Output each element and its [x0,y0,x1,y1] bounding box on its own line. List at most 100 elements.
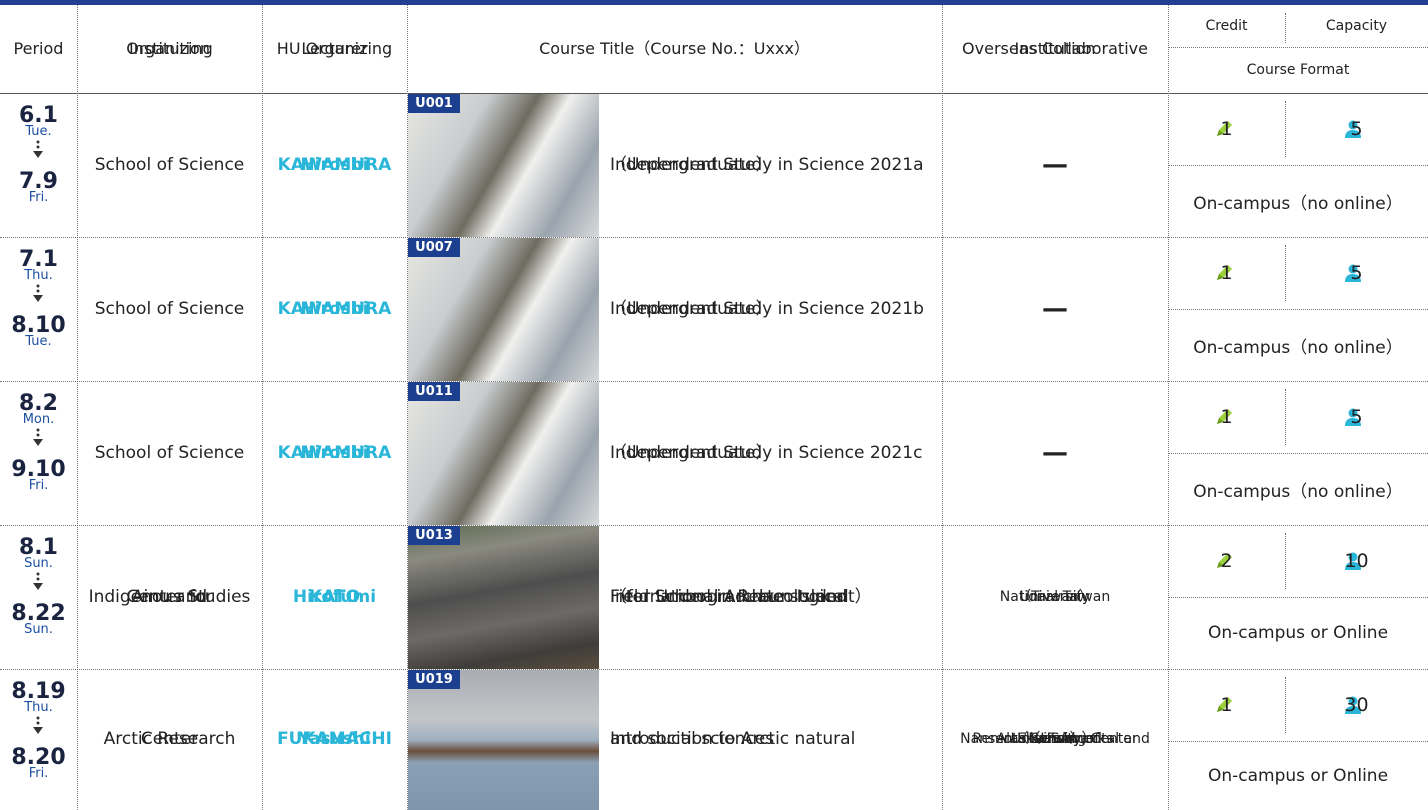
overseas-institution: National Taiwan University （Taiwan） [942,525,1168,669]
arrow-icon [33,716,43,734]
person-icon [1344,120,1361,138]
divider [1168,165,1428,166]
credit-value: 1 [1220,262,1233,284]
divider [1168,47,1428,48]
divider [1285,101,1286,157]
course-no: U007 [408,238,460,257]
divider [1168,453,1428,454]
arrow-icon [33,428,43,446]
course-title-line: International Archaeological [610,586,849,607]
divider [1168,597,1428,598]
course-no: U011 [408,382,460,401]
overseas-institution-line: — [1042,438,1068,468]
header-lecturer-line: Lecturer [301,39,368,58]
pencil-icon [1216,121,1232,136]
capacity: 10 [1285,525,1428,597]
column-divider [77,5,78,810]
overseas-institution-line: Alaska Fairbanks [996,731,1114,747]
arrow-icon [33,140,43,158]
start-day: Thu. [24,699,53,715]
arrow [32,140,44,160]
capacity-value: 30 [1344,694,1369,716]
course-photo [408,670,599,810]
overseas-institution-line: （Taiwan） [1017,588,1093,605]
course-title-line: （Undergraduate） [610,442,773,463]
credit: 2 [1168,525,1285,597]
start-day: Mon. [22,411,55,427]
pencil-icon [1216,697,1232,712]
header-institution: Organizing Institution [77,5,262,93]
lecturer-line: KAWAMURA [277,154,392,175]
credit: 1 [1168,669,1285,741]
lecturer-line: KAWAMURA [277,442,392,463]
column-divider [1168,5,1169,810]
header-overseas: Overseas Collaborative Institution [942,5,1168,93]
person-icon [1344,264,1361,282]
arrow-icon [33,284,43,302]
course-title-line: Field School in Rebun Island [610,586,848,607]
header-overseas-line: Overseas Collaborative [962,39,1148,58]
lecturer-line: Hiroshi [300,442,369,463]
institution-line: Arctic Research [103,729,236,749]
divider [1285,677,1286,733]
start-day: Sun. [24,555,53,571]
course-photo [408,526,599,669]
divider [1168,309,1428,310]
course-no: U019 [408,670,460,689]
end-date: 9.10 [11,456,66,482]
institution-line: Indigenous Studies [88,586,251,607]
divider [1285,13,1286,43]
header-period: Period [13,39,64,58]
overseas-institution-line: （USA） [1026,731,1084,747]
header-format: Course Format [1246,62,1350,78]
institution-line: School of Science [94,442,245,463]
capacity-value: 5 [1350,262,1363,284]
overseas-institution-line: （Norway） [1014,731,1096,747]
pencil-icon [1216,553,1232,568]
institution-line: Center for [126,586,213,607]
course-photo [408,382,599,525]
header-institution-line: Institution [129,39,210,58]
top-bar [0,0,1428,5]
credit-value: 1 [1220,406,1233,428]
institution-line: Ainu and [131,586,208,607]
start-day: Thu. [24,267,53,283]
start-date: 8.1 [19,534,58,560]
divider [0,93,1428,94]
lecturer: KAWAMURA Hiroshi [262,381,407,525]
overseas-institution-line: National Taiwan [999,588,1111,605]
start-date: 8.2 [19,390,58,416]
capacity-value: 5 [1350,406,1363,428]
arrow [32,572,44,592]
end-date: 8.22 [11,600,66,626]
course-format: On-campus（no online） [1193,481,1403,502]
capacity: 5 [1285,237,1428,309]
lecturer-line: FUKAMACHI [277,729,392,749]
start-day: Tue. [25,123,52,139]
course-title-line: Introduction to Arctic natural [610,729,856,749]
lecturer: KAWAMURA Hiroshi [262,93,407,237]
arrow [32,428,44,448]
overseas-institution: University of Alaska Fairbanks （USA） Nansen… [942,669,1168,810]
person-icon [1344,552,1361,570]
course-title-line: （for Undergraduate student） [610,586,872,607]
lecturer: KAWAMURA Hiroshi [262,237,407,381]
arrow-icon [33,572,43,590]
lecturer: KATO Hirofumi [262,525,407,669]
header-lecturer-line: HU Organizing [276,39,393,58]
header-institution-line: Organizing [126,39,213,58]
end-day: Sun. [24,621,53,637]
capacity-value: 5 [1350,118,1363,140]
person-icon [1344,696,1361,714]
course-format: On-campus or Online [1207,623,1389,643]
row-divider [0,381,1428,382]
row-divider [0,525,1428,526]
row-divider [0,669,1428,670]
overseas-institution-line: University [1019,588,1091,605]
capacity: 5 [1285,381,1428,453]
course-title-line: （Undergraduate） [610,154,773,175]
institution-line: School of Science [94,298,245,319]
institution: School of Science [77,237,262,381]
divider [1285,533,1286,589]
start-date: 6.1 [19,102,58,128]
